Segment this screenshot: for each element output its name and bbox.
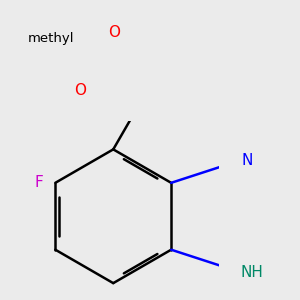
Text: F: F — [34, 175, 43, 190]
Text: N: N — [242, 153, 253, 168]
Text: O: O — [108, 25, 120, 40]
Text: NH: NH — [240, 265, 263, 280]
Text: O: O — [74, 83, 86, 98]
Text: methyl: methyl — [27, 32, 74, 45]
